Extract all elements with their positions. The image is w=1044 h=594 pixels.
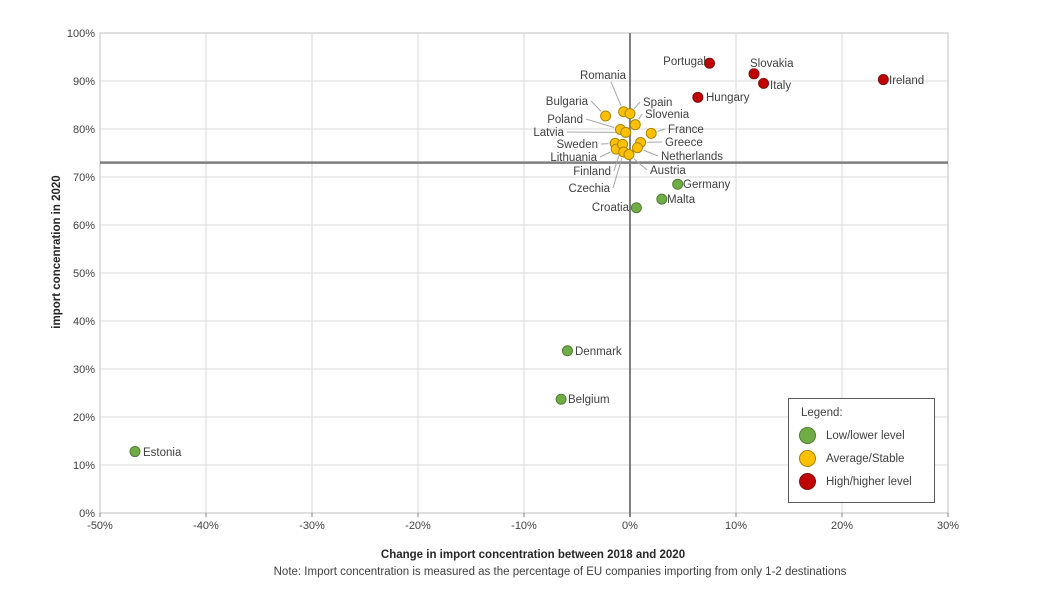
leader-line-poland — [585, 118, 615, 129]
x-axis-ticks: -50% -40% -30% -20% -10% 0% 10% 20% 30% — [87, 513, 959, 532]
legend-title: Legend: — [801, 407, 843, 419]
label-netherlands: Netherlands — [661, 151, 723, 163]
legend-marker-icon — [799, 450, 816, 467]
label-greece: Greece — [665, 137, 703, 149]
x-tick-label: 10% — [725, 520, 747, 532]
y-tick-label: 70% — [73, 172, 95, 184]
point-estonia — [129, 446, 141, 458]
y-tick-label: 100% — [67, 28, 95, 40]
legend-item-label: High/higher level — [826, 475, 912, 488]
point-ireland — [877, 74, 889, 86]
legend-items: Low/lower level Average/Stable High/higher… — [789, 424, 934, 493]
legend-marker-icon — [799, 473, 816, 490]
legend-item-label: Average/Stable — [826, 452, 905, 465]
label-portugal: Portugal — [663, 56, 706, 68]
label-poland: Poland — [547, 114, 583, 126]
leader-line-bulgaria — [590, 100, 602, 112]
point-netherlands — [631, 142, 643, 154]
legend-item-label: Low/lower level — [826, 429, 905, 442]
label-croatia: Croatia — [592, 202, 630, 214]
label-austria: Austria — [650, 165, 686, 177]
point-croatia — [630, 202, 642, 214]
point-slovenia — [629, 119, 641, 131]
x-tick-label: -10% — [511, 520, 537, 532]
point-austria — [623, 148, 635, 160]
label-bulgaria: Bulgaria — [546, 96, 589, 108]
label-finland: Finland — [573, 166, 611, 178]
label-belgium: Belgium — [568, 394, 610, 406]
label-romania: Romania — [580, 70, 627, 82]
leader-line-france — [657, 128, 666, 132]
x-tick-label: -40% — [193, 520, 219, 532]
legend-item: Average/Stable — [789, 447, 934, 470]
leader-line-netherlands — [643, 149, 659, 157]
leader-line-lithuania — [599, 151, 611, 158]
point-hungary — [692, 91, 704, 103]
leader-line-spain — [633, 101, 641, 110]
legend-item: Low/lower level — [789, 424, 934, 447]
point-france — [645, 127, 657, 139]
point-malta — [656, 193, 668, 205]
legend-item: High/higher level — [789, 470, 934, 493]
leader-line-austria — [633, 158, 648, 171]
x-axis-title: Change in import concentration between 2… — [380, 549, 686, 561]
point-latvia — [620, 126, 632, 138]
label-latvia: Latvia — [533, 127, 564, 139]
x-tick-label: -20% — [405, 520, 431, 532]
point-spain — [624, 108, 636, 120]
label-lithuania: Lithuania — [550, 152, 597, 164]
label-spain: Spain — [643, 97, 672, 109]
point-bulgaria — [600, 110, 612, 122]
chart-note: Note: Import concentration is measured a… — [273, 566, 847, 578]
y-tick-label: 30% — [73, 364, 95, 376]
y-tick-label: 10% — [73, 460, 95, 472]
leader-line-czechia — [612, 158, 623, 189]
point-belgium — [555, 393, 567, 405]
leader-line-slovenia — [638, 113, 643, 120]
point-italy — [758, 77, 770, 89]
y-axis-ticks: 0% 10% 20% 30% 40% 50% 60% 70% 80% 90% 100% — [67, 28, 95, 520]
y-tick-label: 90% — [73, 76, 95, 88]
y-tick-label: 50% — [73, 268, 95, 280]
label-slovenia: Slovenia — [645, 109, 690, 121]
y-tick-label: 80% — [73, 124, 95, 136]
label-malta: Malta — [667, 194, 696, 206]
legend: Legend: Low/lower level Average/Stable Hig… — [788, 398, 935, 503]
legend-marker-icon — [799, 427, 816, 444]
x-tick-label: 0% — [622, 520, 638, 532]
y-tick-label: 60% — [73, 220, 95, 232]
y-tick-label: 40% — [73, 316, 95, 328]
x-tick-label: 20% — [831, 520, 853, 532]
point-denmark — [561, 345, 573, 357]
point-germany — [672, 178, 684, 190]
label-slovakia: Slovakia — [750, 58, 794, 70]
point-portugal — [704, 57, 715, 69]
point-slovakia — [748, 68, 760, 80]
label-france: France — [668, 124, 704, 136]
label-czechia: Czechia — [568, 183, 610, 195]
x-tick-label: -30% — [299, 520, 325, 532]
label-estonia: Estonia — [143, 447, 182, 459]
label-denmark: Denmark — [575, 346, 622, 358]
label-sweden: Sweden — [556, 139, 598, 151]
leader-line-romania — [610, 81, 622, 106]
label-ireland: Ireland — [889, 75, 924, 87]
x-tick-label: -50% — [87, 520, 113, 532]
label-germany: Germany — [683, 179, 731, 191]
label-italy: Italy — [770, 80, 791, 92]
label-hungary: Hungary — [706, 92, 750, 104]
y-tick-label: 20% — [73, 412, 95, 424]
y-axis-title: import concenration in 2020 — [51, 175, 63, 329]
y-tick-label: 0% — [79, 508, 95, 520]
x-tick-label: 30% — [937, 520, 959, 532]
